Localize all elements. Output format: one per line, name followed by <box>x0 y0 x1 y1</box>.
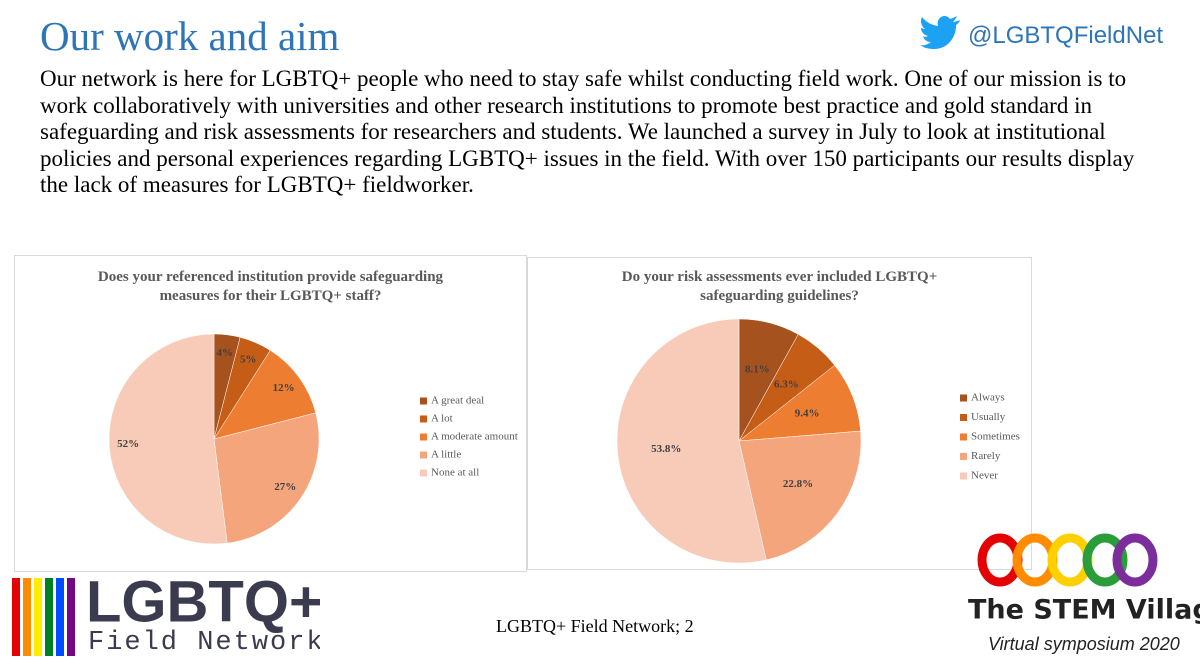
legend-swatch <box>420 397 427 405</box>
logo-bar <box>34 578 42 656</box>
legend-swatch <box>420 451 427 459</box>
pie-area: 4% 5% 12% 27% 52% A great deal A lot A moderate… <box>108 333 518 545</box>
chart-title: Do your risk assessments ever included L… <box>621 269 938 304</box>
logo-rings <box>977 533 1158 587</box>
legend-label: Sometimes <box>971 431 1020 443</box>
logo-bar <box>67 578 75 656</box>
pie-slice <box>108 333 228 545</box>
legend-swatch <box>420 469 427 477</box>
twitter-handle: @LGBTQFieldNet <box>968 22 1164 49</box>
legend-label: Always <box>971 392 1005 404</box>
data-label: 52% <box>117 438 139 450</box>
pie-slice <box>616 318 767 564</box>
twitter-icon <box>920 15 960 50</box>
chart: Does your referenced institution provide… <box>14 255 527 572</box>
legend-swatch <box>960 472 967 480</box>
data-label: 5% <box>240 354 257 366</box>
chart: Do your risk assessments ever included L… <box>527 257 1032 570</box>
legend-label: A great deal <box>431 395 484 407</box>
data-label: 8.1% <box>745 364 770 376</box>
data-label: 53.8% <box>651 443 681 455</box>
stem-village-logo: The STEM Village Virtual symposium 2020 <box>968 533 1200 654</box>
logo-bar <box>23 578 31 656</box>
lgbtq-logo: LGBTQ+ Field Network <box>12 570 320 658</box>
legend-swatch <box>420 433 427 441</box>
data-label: 6.3% <box>774 379 799 391</box>
data-label: 4% <box>217 347 234 359</box>
legend-label: None at all <box>431 467 479 479</box>
data-label: 12% <box>273 382 295 394</box>
pie-slice <box>738 430 862 561</box>
legend-label: Never <box>971 470 998 482</box>
event-name: The STEM Village <box>968 595 1200 626</box>
logo-bar <box>56 578 64 656</box>
legend-swatch <box>960 433 967 441</box>
legend-label: A moderate amount <box>431 431 518 443</box>
slide-title: Our work and aim <box>40 13 340 59</box>
data-label: 22.8% <box>783 478 813 490</box>
logo-bar <box>12 578 20 656</box>
legend-swatch <box>960 453 967 460</box>
logo-bar <box>45 578 53 656</box>
legend-swatch <box>960 414 967 421</box>
data-label: 9.4% <box>795 408 820 420</box>
data-label: 27% <box>274 481 296 493</box>
legend-swatch <box>960 394 967 402</box>
pie-area: 8.1% 6.3% 9.4% 22.8% 53.8% Always Usually Somet… <box>616 318 1020 564</box>
legend-swatch <box>420 415 427 423</box>
logo-subtitle: Field Network <box>88 628 320 658</box>
pie-slice <box>213 412 320 544</box>
pie-slice <box>213 350 317 440</box>
footer: LGBTQ+ Field Network; 2 <box>496 616 694 636</box>
legend-label: Usually <box>971 411 1006 423</box>
legend-label: Rarely <box>971 450 1001 462</box>
legend-label: A little <box>431 449 461 461</box>
logo-name: LGBTQ+ <box>86 570 320 634</box>
body-text: Our network is here for LGBTQ+ people wh… <box>40 66 1135 197</box>
event-subtitle: Virtual symposium 2020 <box>988 634 1180 654</box>
legend-label: A lot <box>431 413 453 425</box>
chart-title: Does your referenced institution provide… <box>97 269 444 304</box>
